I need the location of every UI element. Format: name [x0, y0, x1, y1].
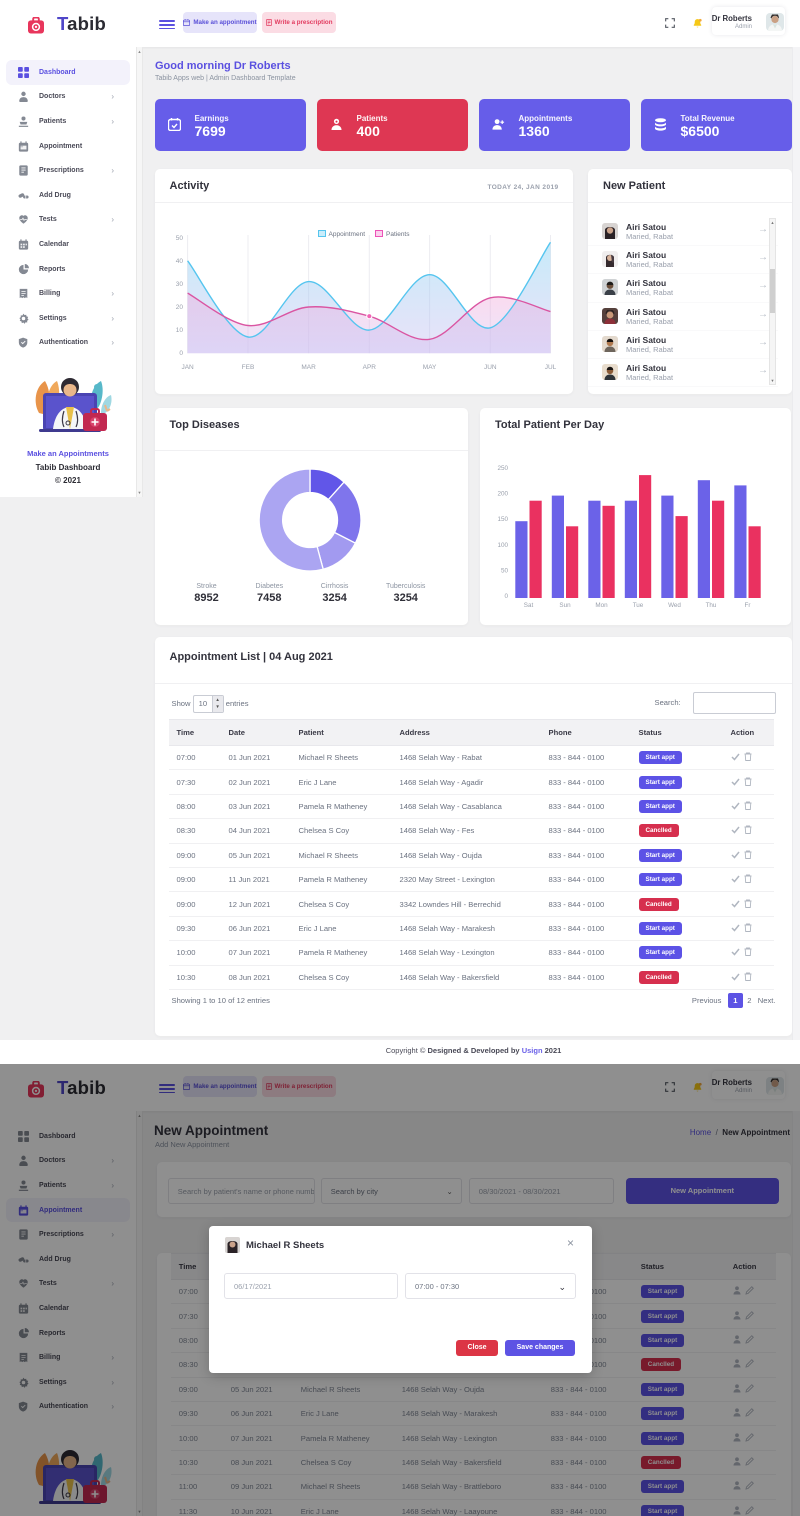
- svg-text:JUN: JUN: [483, 364, 496, 371]
- svg-text:7458: 7458: [257, 592, 281, 604]
- svg-text:200: 200: [497, 491, 508, 498]
- svg-text:8952: 8952: [194, 592, 218, 604]
- svg-text:150: 150: [497, 516, 508, 523]
- svg-text:0: 0: [504, 593, 508, 600]
- svg-text:JUL: JUL: [544, 364, 556, 371]
- svg-text:JAN: JAN: [181, 364, 194, 371]
- svg-text:APR: APR: [362, 364, 376, 371]
- svg-text:Mon: Mon: [595, 602, 608, 609]
- svg-text:100: 100: [497, 542, 508, 549]
- svg-text:Tuberculosis: Tuberculosis: [385, 583, 425, 590]
- svg-text:250: 250: [497, 465, 508, 472]
- svg-text:Sat: Sat: [524, 602, 534, 609]
- svg-text:MAY: MAY: [422, 364, 436, 371]
- svg-text:FEB: FEB: [241, 364, 254, 371]
- svg-text:3254: 3254: [393, 592, 418, 604]
- svg-text:40: 40: [175, 258, 183, 265]
- svg-text:0: 0: [179, 350, 183, 357]
- svg-text:Thu: Thu: [706, 602, 717, 609]
- svg-text:50: 50: [175, 235, 183, 242]
- svg-text:Sun: Sun: [559, 602, 571, 609]
- svg-text:MAR: MAR: [301, 364, 316, 371]
- svg-text:Cirrhosis: Cirrhosis: [320, 583, 348, 590]
- svg-text:Fr: Fr: [745, 602, 751, 609]
- svg-text:50: 50: [501, 567, 509, 574]
- svg-text:Stroke: Stroke: [196, 583, 216, 590]
- svg-text:20: 20: [175, 304, 183, 311]
- svg-text:10: 10: [175, 327, 183, 334]
- svg-text:3254: 3254: [322, 592, 347, 604]
- svg-text:Diabetes: Diabetes: [255, 583, 283, 590]
- svg-text:30: 30: [175, 281, 183, 288]
- svg-text:Wed: Wed: [668, 602, 681, 609]
- svg-text:Tue: Tue: [633, 602, 644, 609]
